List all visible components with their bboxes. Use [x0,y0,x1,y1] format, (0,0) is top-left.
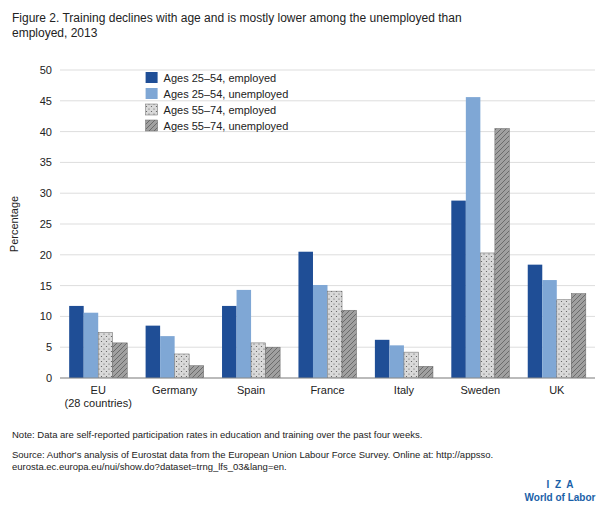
y-tick-label: 50 [40,64,52,76]
x-tick-label: Italy [394,384,415,396]
bar [237,290,252,378]
bar [146,326,161,378]
bar [557,300,572,378]
logo: I Z A [547,479,574,490]
bar [113,343,128,378]
bar [266,347,281,378]
legend-label: Ages 55–74, employed [164,104,277,116]
bar [222,306,237,378]
bar [298,252,313,378]
bar [404,352,419,378]
chart: Figure 2. Training declines with age and… [0,0,608,512]
bar [495,129,510,378]
y-tick-label: 20 [40,249,52,261]
bar [251,343,266,378]
bar [84,313,99,378]
legend: Ages 25–54, employed Ages 25–54, unemploy… [146,72,289,132]
grid-line [60,224,595,225]
y-tick-label: 30 [40,187,52,199]
y-tick-label: 45 [40,95,52,107]
bar [571,294,586,378]
legend-swatch [146,88,158,99]
y-tick-label: 40 [40,126,52,138]
bar [542,280,557,378]
y-tick-label: 10 [40,310,52,322]
legend-swatch [146,104,158,115]
y-tick-label: 0 [46,372,52,384]
grid-line [60,70,595,71]
grid-line [60,378,595,379]
x-tick-label: EU(28 countries) [65,384,132,409]
bar [160,336,175,378]
bar [98,332,113,378]
bar [466,97,481,378]
x-tick-label: Sweden [460,384,500,396]
note: Note: Data are self-reported participati… [12,429,422,440]
y-tick-label: 35 [40,156,52,168]
y-tick-label: 15 [40,280,52,292]
bar [528,265,543,378]
bar [375,340,390,378]
x-axis-line [60,378,595,379]
legend-swatch [146,72,158,83]
x-tick-label: Germany [152,384,198,396]
x-tick-label: UK [549,384,565,396]
grid-line [60,131,595,132]
title: Figure 2. Training declines with age and… [12,11,462,40]
bar [418,366,433,378]
logo: World of Labor [525,492,596,503]
bar [175,354,190,378]
source: Source: Author's analysis of Eurostat da… [12,449,493,472]
bar [313,285,328,378]
bar [451,201,466,378]
grid-line [60,254,595,255]
bars [69,97,586,378]
legend-label: Ages 55–74, unemployed [164,120,289,132]
legend-label: Ages 25–54, employed [164,72,277,84]
y-axis-label: Percentage [8,196,20,252]
bar [189,366,204,378]
bar [389,345,404,378]
bar [328,291,343,378]
bar [480,253,495,378]
bar [342,310,357,378]
grid-line [60,193,595,194]
grid-line [60,100,595,101]
legend-swatch [146,120,158,131]
legend-label: Ages 25–54, unemployed [164,88,289,100]
bar [69,306,84,378]
x-tick-label: France [310,384,344,396]
grid [60,70,595,378]
x-tick-label: Spain [237,384,265,396]
y-tick-label: 25 [40,218,52,230]
y-tick-label: 5 [46,341,52,353]
grid-line [60,162,595,163]
